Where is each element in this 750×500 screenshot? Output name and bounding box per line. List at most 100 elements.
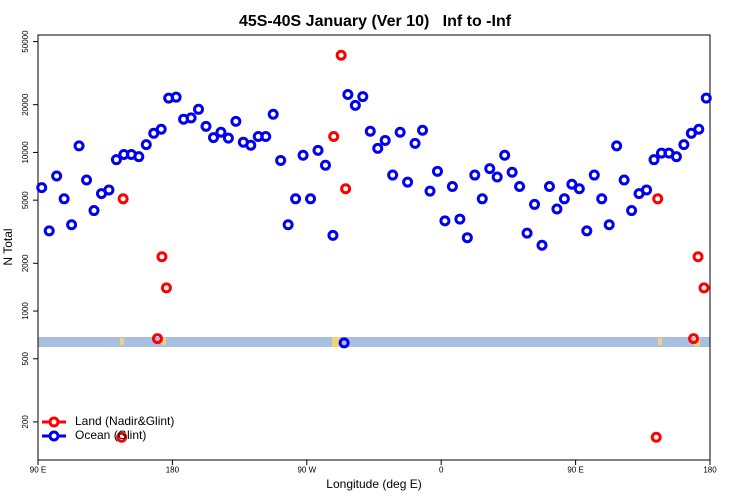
point [117, 193, 129, 205]
y-tick-label: 200 [21, 415, 30, 429]
point [551, 203, 563, 215]
point [66, 219, 78, 231]
point [215, 126, 227, 138]
point [133, 151, 145, 163]
point [387, 169, 399, 181]
point [618, 174, 630, 186]
point [160, 282, 172, 294]
point [566, 178, 578, 190]
x-tick-label: 0 [439, 466, 444, 475]
x-tick-label: 180 [166, 466, 180, 475]
point [200, 120, 212, 132]
legend-marker [48, 416, 60, 428]
point [648, 154, 660, 166]
point [476, 193, 488, 205]
point [603, 219, 615, 231]
point [588, 169, 600, 181]
point [103, 184, 115, 196]
point [193, 103, 205, 115]
point [88, 205, 100, 217]
point [652, 193, 664, 205]
x-axis-label: Longitude (deg E) [326, 477, 421, 491]
point [335, 49, 347, 61]
point [536, 239, 548, 251]
point [155, 123, 167, 135]
y-tick-label: 50000 [21, 30, 30, 53]
point [73, 140, 85, 152]
point [282, 219, 294, 231]
point [506, 166, 518, 178]
legend-label: Land (Nadir&Glint) [75, 414, 174, 428]
x-tick-label: 90 W [297, 466, 316, 475]
point [312, 144, 324, 156]
x-tick-label: 180 [703, 466, 717, 475]
point [319, 159, 331, 171]
point [140, 139, 152, 151]
point [693, 123, 705, 135]
point [484, 163, 496, 175]
point [51, 170, 63, 182]
y-tick-label: 2000 [21, 254, 30, 272]
point [245, 139, 257, 151]
point [454, 213, 466, 225]
point [58, 193, 70, 205]
point [514, 180, 526, 192]
point [185, 112, 197, 124]
point [409, 137, 421, 149]
point [36, 182, 48, 194]
y-tick-label: 20000 [21, 93, 30, 116]
point [446, 180, 458, 192]
legend-marker [48, 430, 60, 442]
point [692, 251, 704, 263]
point [156, 251, 168, 263]
point [626, 205, 638, 217]
point [230, 115, 242, 127]
point [170, 91, 182, 103]
point [81, 174, 93, 186]
point [641, 184, 653, 196]
point [529, 198, 541, 210]
point [581, 225, 593, 237]
point [521, 227, 533, 239]
y-axis-label: N Total [1, 228, 15, 265]
point [491, 171, 503, 183]
legend-label: Ocean (Glint) [75, 428, 146, 442]
point [670, 151, 682, 163]
point [328, 131, 340, 143]
point [439, 215, 451, 227]
point [260, 131, 272, 143]
point [402, 176, 414, 188]
x-tick-label: 90 E [30, 466, 46, 475]
point [499, 149, 511, 161]
point [372, 142, 384, 154]
point [424, 185, 436, 197]
point [340, 183, 352, 195]
point [267, 108, 279, 120]
point [297, 149, 309, 161]
point [349, 99, 361, 111]
point [558, 193, 570, 205]
point [394, 126, 406, 138]
point [364, 125, 376, 137]
chart-title: 45S-40S January (Ver 10) Inf to -Inf [239, 13, 512, 30]
point [116, 431, 128, 443]
point [461, 232, 473, 244]
point [678, 139, 690, 151]
point [543, 180, 555, 192]
point [305, 193, 317, 205]
point [327, 229, 339, 241]
y-tick-label: 1000 [21, 302, 30, 320]
point [43, 225, 55, 237]
y-tick-label: 5000 [21, 191, 30, 209]
point [342, 88, 354, 100]
point [596, 193, 608, 205]
point [417, 124, 429, 136]
y-tick-label: 10000 [21, 141, 30, 164]
point [469, 169, 481, 181]
point [275, 154, 287, 166]
point [698, 282, 710, 294]
surface-band [38, 337, 710, 347]
plot-frame [37, 34, 711, 461]
